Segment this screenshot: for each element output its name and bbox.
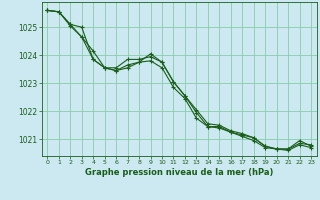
X-axis label: Graphe pression niveau de la mer (hPa): Graphe pression niveau de la mer (hPa) bbox=[85, 168, 273, 177]
